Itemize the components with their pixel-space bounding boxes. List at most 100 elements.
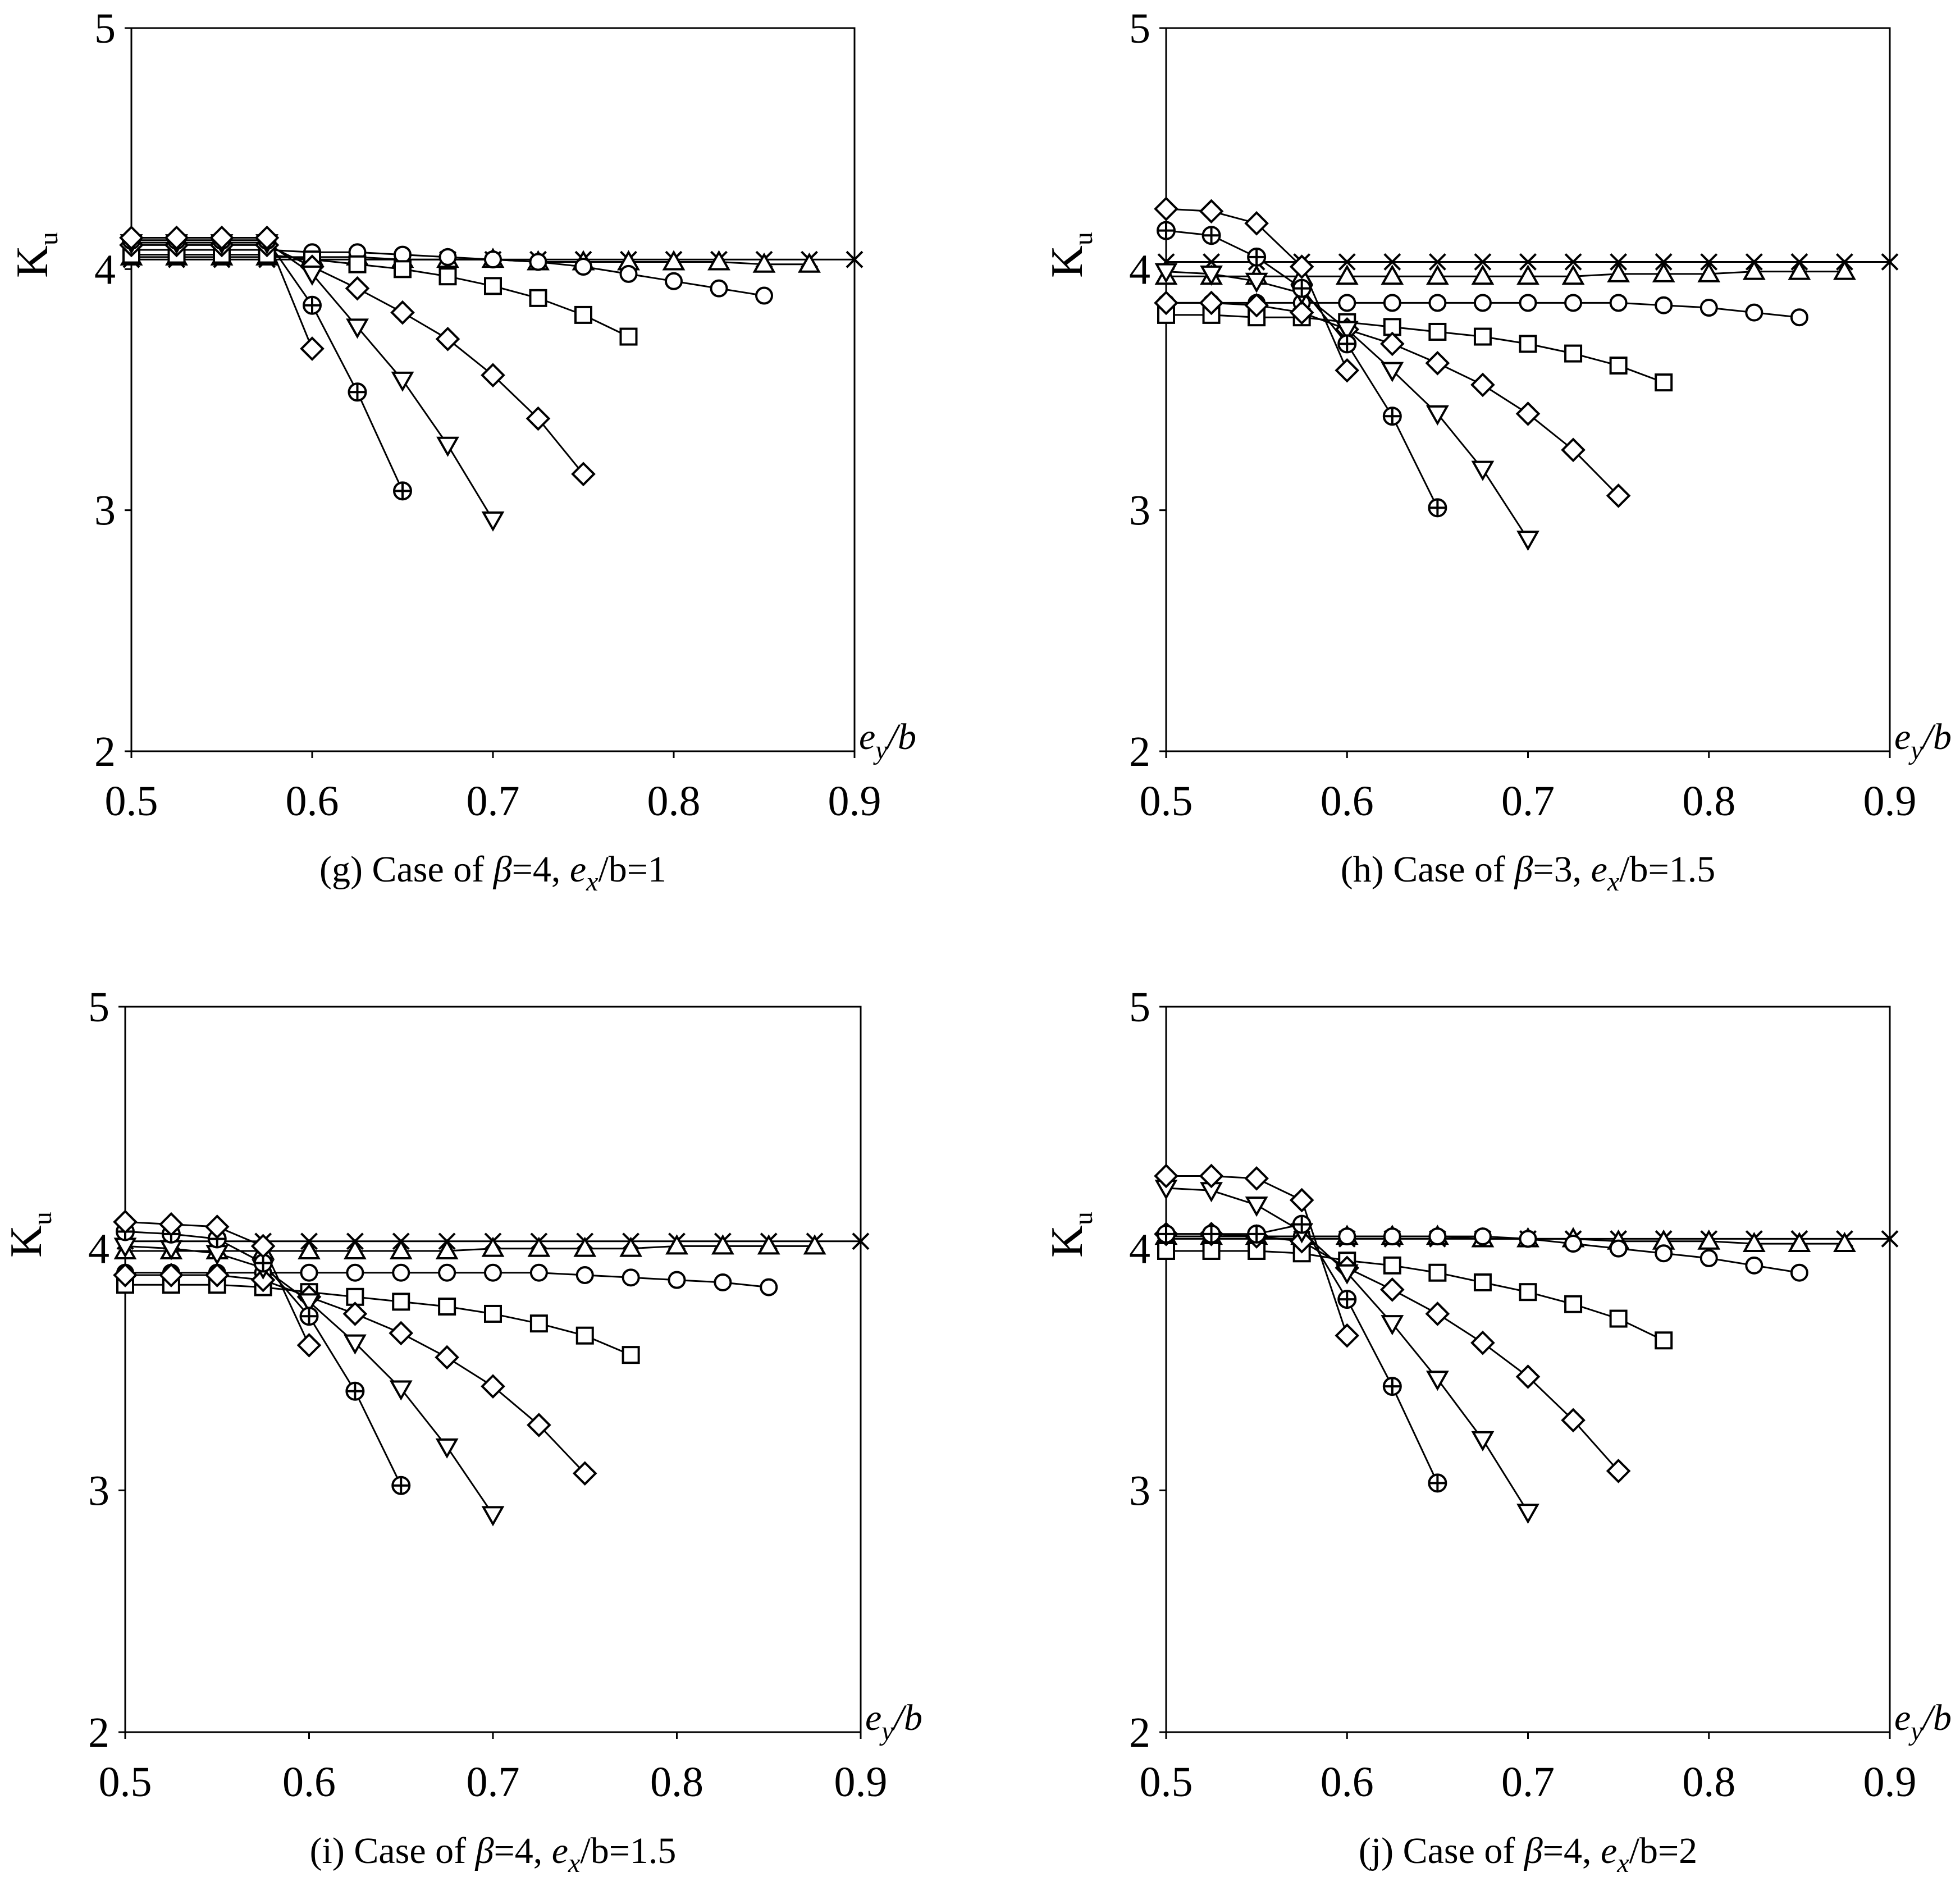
data-point-g-diamond-small-1 (164, 225, 189, 250)
data-point-g-circle-8 (484, 250, 502, 269)
data-point-g-triangle-15-shape (798, 252, 821, 273)
data-point-h-diamond-small-2 (1244, 211, 1269, 236)
data-point-j-cross-16-stroke-b (1881, 1230, 1899, 1248)
data-point-h-circle-plus-4 (1337, 334, 1357, 354)
data-point-h-triangle-down-1 (1200, 265, 1223, 286)
data-point-h-triangle-down-6-shape (1426, 405, 1449, 426)
data-point-j-circle-plus-0 (1157, 1224, 1176, 1244)
data-point-h-diamond-small-3-shape (1289, 254, 1314, 279)
data-point-i-diamond-small-1-shape (159, 1212, 184, 1237)
data-point-h-triangle-down-5 (1381, 362, 1404, 382)
x-tick-label-i-3: 0.8 (650, 1759, 703, 1806)
data-point-j-square-5-shape (1383, 1256, 1401, 1275)
caption-g: (g) Case of β=4, ex/b=1 (319, 849, 666, 897)
data-point-h-cross-7-stroke-b (1474, 253, 1492, 271)
data-point-j-diamond-large-7-shape (1470, 1330, 1495, 1355)
data-point-h-diamond-small-4 (1335, 358, 1360, 383)
data-point-i-diamond-large-9 (527, 1413, 551, 1437)
x-tick-label-i-1: 0.6 (282, 1759, 336, 1806)
data-point-h-diamond-large-3-shape (1289, 300, 1314, 325)
data-point-i-triangle-down-4 (298, 1293, 321, 1314)
x-tick-label-g-0: 0.5 (105, 778, 158, 825)
data-point-h-triangle-down-7 (1471, 460, 1495, 481)
data-point-i-diamond-large-0-shape (113, 1263, 138, 1287)
data-point-i-square-6 (392, 1293, 410, 1311)
data-point-j-triangle-down-8 (1516, 1504, 1539, 1524)
data-point-h-diamond-small-1-shape (1199, 199, 1224, 224)
data-point-i-diamond-large-9-shape (527, 1413, 551, 1437)
data-point-g-triangle-down-8-shape (481, 511, 505, 532)
data-point-j-circle-4-shape (1338, 1227, 1356, 1246)
data-point-g-square-6 (394, 260, 412, 278)
x-tick-label-i-2: 0.7 (467, 1759, 520, 1806)
x-axis-label-h: ey/b (1894, 716, 1952, 765)
data-point-h-triangle-down-5-shape (1381, 362, 1404, 382)
data-point-h-cross-9-stroke-b (1564, 253, 1582, 271)
data-point-h-triangle-15 (1833, 259, 1856, 280)
data-point-h-diamond-large-7 (1470, 372, 1495, 398)
data-point-g-diamond-large-6 (390, 300, 415, 325)
data-point-j-diamond-large-5 (1379, 1277, 1405, 1302)
data-point-h-cross-12 (1700, 253, 1718, 271)
data-point-i-triangle-12-shape (665, 1234, 688, 1255)
data-point-g-triangle-down-4-shape (300, 265, 324, 286)
data-point-j-square-5 (1383, 1256, 1401, 1275)
data-point-g-diamond-large-10 (571, 462, 596, 487)
data-point-i-triangle-11 (619, 1236, 643, 1257)
data-point-j-diamond-large-6 (1425, 1301, 1450, 1326)
data-point-i-triangle-5-shape (343, 1239, 367, 1259)
data-point-i-diamond-large-2 (204, 1263, 230, 1287)
data-point-h-triangle-13 (1742, 259, 1766, 280)
data-point-i-circle-7-shape (438, 1263, 456, 1282)
data-point-g-square-8-shape (484, 277, 502, 295)
data-point-h-cross-5 (1383, 253, 1401, 271)
data-point-j-diamond-large-8-shape (1515, 1364, 1541, 1389)
data-point-g-square-6-shape (394, 260, 412, 278)
data-point-h-triangle-14 (1788, 259, 1811, 280)
data-point-j-square-11-shape (1655, 1331, 1673, 1350)
data-point-i-diamond-small-1 (159, 1212, 184, 1237)
data-point-h-cross-5-stroke-b (1383, 253, 1401, 271)
data-point-j-square-10 (1609, 1309, 1628, 1328)
caption-beta-value-g: =4, (512, 849, 570, 890)
data-point-g-diamond-small-2 (209, 225, 234, 250)
data-point-i-circle-9 (529, 1263, 548, 1282)
data-point-h-circle-4 (1338, 294, 1356, 312)
data-point-i-circle-6 (392, 1263, 410, 1282)
data-point-h-diamond-large-10-shape (1606, 483, 1631, 508)
data-point-i-diamond-large-10 (572, 1461, 597, 1486)
data-point-g-triangle-12 (662, 250, 686, 271)
data-point-h-square-5-shape (1383, 318, 1401, 336)
data-point-i-circle-13-shape (714, 1273, 732, 1291)
data-point-h-triangle-down-7-shape (1471, 460, 1495, 481)
data-point-g-triangle-14 (752, 252, 776, 273)
x-axis-label-i: ey/b (865, 1697, 922, 1746)
data-point-j-triangle-down-8-shape (1516, 1504, 1539, 1524)
data-point-g-diamond-small-3 (254, 225, 280, 250)
data-point-j-diamond-small-1-shape (1199, 1163, 1224, 1189)
data-point-j-triangle-14-shape (1788, 1231, 1811, 1253)
data-point-i-diamond-large-7 (435, 1345, 459, 1370)
data-point-h-triangle-down-0-shape (1154, 263, 1178, 284)
data-point-i-circle-5 (346, 1263, 364, 1282)
data-point-i-cross-16 (852, 1232, 870, 1250)
data-point-i-diamond-small-0 (113, 1209, 138, 1235)
data-point-h-circle-6-shape (1428, 294, 1447, 312)
data-point-i-diamond-large-8 (481, 1374, 505, 1399)
data-point-i-circle-11-shape (622, 1268, 640, 1287)
y-tick-label-i-0: 2 (88, 1709, 109, 1756)
data-point-h-cross-11-stroke-b (1655, 253, 1673, 271)
data-point-h-square-11-shape (1655, 373, 1673, 392)
data-point-i-triangle-6-shape (389, 1239, 413, 1259)
data-point-h-cross-16-stroke-b (1881, 253, 1899, 271)
series-line-h-triangle (1166, 271, 1845, 277)
data-point-j-square-9-shape (1564, 1295, 1583, 1313)
y-tick-label-h-1: 3 (1129, 487, 1150, 535)
data-point-i-diamond-small-0-shape (113, 1209, 138, 1235)
data-point-h-triangle-down-4 (1335, 321, 1359, 341)
x-axis-label-sub-h: y (1908, 736, 1923, 765)
data-point-i-triangle-13-shape (711, 1234, 734, 1255)
data-point-g-triangle-down-5-shape (346, 318, 369, 339)
